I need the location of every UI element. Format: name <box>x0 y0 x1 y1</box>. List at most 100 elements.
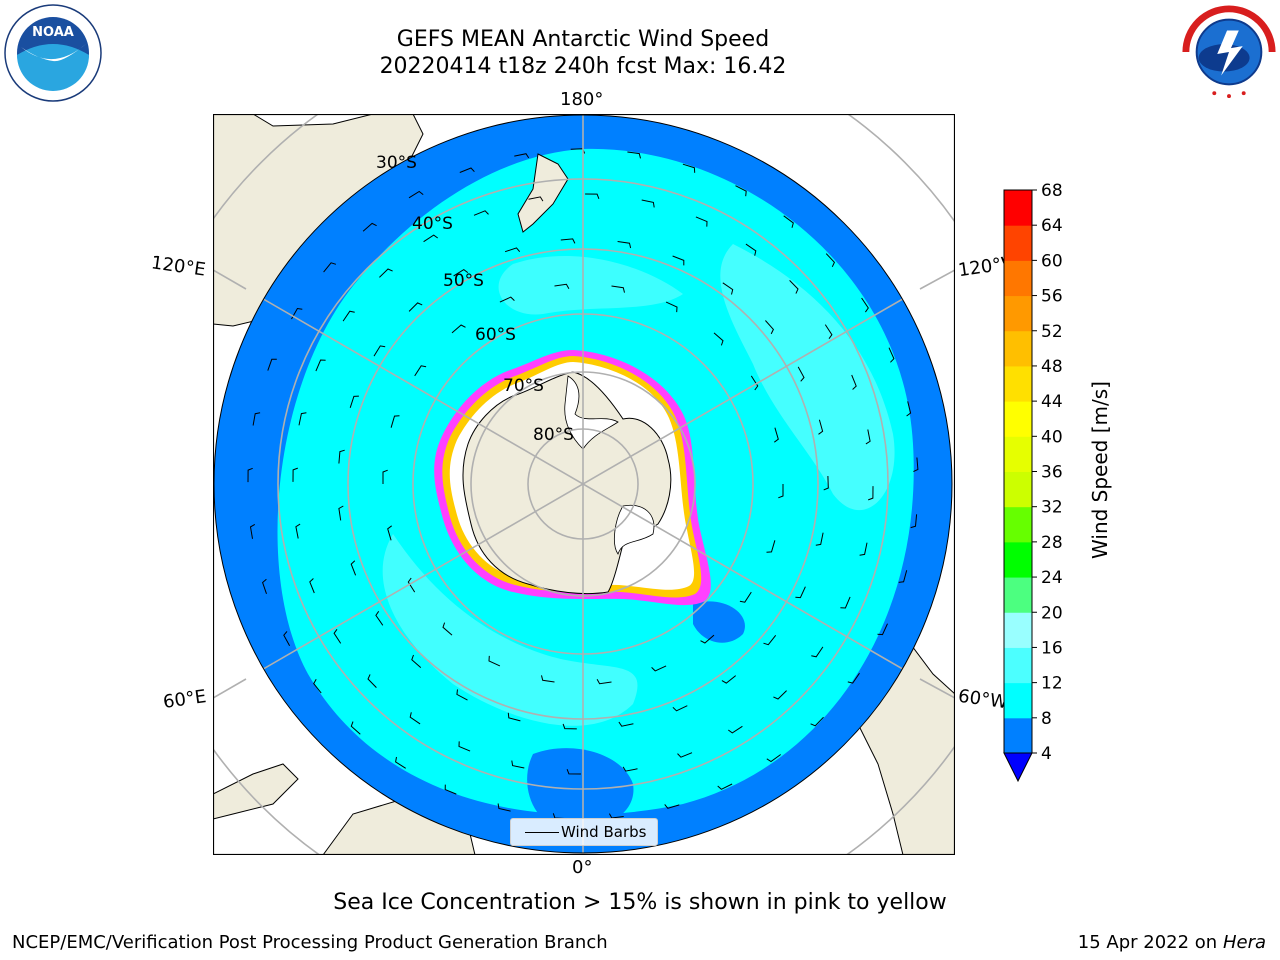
wind-barb <box>596 679 612 685</box>
footer-branch: NCEP/EMC/Verification Post Processing Pr… <box>12 932 608 953</box>
wind-barb <box>865 429 871 445</box>
wind-barb <box>309 578 315 594</box>
wind-barb <box>408 302 423 312</box>
colorbar-tick-label: 28 <box>1041 533 1063 553</box>
wind-barb <box>859 542 868 556</box>
wind-barb <box>695 216 708 227</box>
wind-barb <box>721 675 737 684</box>
wind-barb <box>459 167 475 173</box>
wind-barb <box>810 716 824 727</box>
wind-barb <box>497 803 511 812</box>
wind-barb <box>877 623 888 636</box>
wind-barb <box>456 689 468 701</box>
wind-barb <box>295 523 301 539</box>
wind-barb <box>562 723 577 730</box>
wind-barb <box>763 634 777 646</box>
wind-barb <box>375 611 384 626</box>
colorbar-segment <box>1004 647 1032 684</box>
legend-line-icon <box>525 832 559 833</box>
footer-host: Hera <box>1222 932 1266 953</box>
wind-barb <box>338 449 345 464</box>
wind-barb <box>560 238 576 244</box>
colorbar-segment <box>1004 401 1032 437</box>
nws-logo-icon <box>1181 4 1277 100</box>
weddell-ice-shelf <box>613 504 655 555</box>
lat-label-40s: 40°S <box>412 214 453 234</box>
wind-barb <box>778 484 784 499</box>
wind-barb <box>291 307 303 320</box>
wind-barb <box>423 234 438 243</box>
wind-barb <box>292 467 298 482</box>
wind-barb <box>722 282 734 295</box>
wind-barb <box>473 210 489 216</box>
wind-barb <box>672 255 685 266</box>
wind-barb <box>252 412 261 426</box>
colorbar-segment <box>1004 330 1032 367</box>
wind-barb <box>367 674 377 688</box>
wind-barb <box>390 415 400 428</box>
chart-subtitle: 20220414 t18z 240h fcst Max: 16.42 <box>379 54 787 79</box>
wind-barb <box>677 752 693 758</box>
colorbar-segment <box>1004 190 1032 226</box>
wind-barb <box>750 375 759 391</box>
colorbar-tick-label: 68 <box>1041 181 1063 201</box>
wind-barb <box>627 151 641 159</box>
wind-barb <box>713 332 724 346</box>
lat-label-30s: 30°S <box>376 153 417 173</box>
noaa-logo-text: NOAA <box>32 25 74 40</box>
wind-barb <box>824 324 833 339</box>
wind-barb <box>735 185 747 197</box>
wind-barb <box>765 320 774 335</box>
colorbar-tick-label: 24 <box>1041 568 1063 588</box>
colorbar-tick-label: 32 <box>1041 498 1063 518</box>
colorbar-tick-label: 40 <box>1041 427 1063 447</box>
wind-barb <box>861 297 869 313</box>
wind-band-12-16-a <box>720 244 895 511</box>
colorbar-segment <box>1004 260 1032 297</box>
graticule <box>214 115 952 853</box>
lat-label-70s: 70°S <box>503 376 544 396</box>
colorbar-segment <box>1004 295 1032 332</box>
colorbar-segment <box>1004 541 1032 578</box>
wind-barb <box>682 163 696 173</box>
colorbar-tick-label: 60 <box>1041 251 1063 271</box>
colorbar-segment <box>1004 612 1032 648</box>
wind-barb <box>362 222 377 232</box>
wind-barb <box>585 193 600 199</box>
wind-barb <box>745 243 757 256</box>
wind-barb <box>283 631 291 646</box>
wind-barb <box>795 586 806 599</box>
colorbar-segment <box>1004 225 1032 261</box>
wind-barb <box>488 655 501 667</box>
colorbar-tick-label: 48 <box>1041 357 1063 377</box>
wind-barb <box>247 467 253 483</box>
wind-barb <box>453 268 469 277</box>
polar-map: 30°S 40°S 50°S 60°S 70°S 80°S <box>213 114 955 855</box>
wind-barb <box>313 679 322 694</box>
wind-barb <box>315 359 326 372</box>
wind-barb <box>797 366 805 382</box>
wind-barb <box>444 784 457 795</box>
wind-barb <box>350 721 361 735</box>
wind-barb <box>407 577 416 593</box>
wind-barb <box>851 374 857 390</box>
wind-barb <box>528 196 544 202</box>
lat-label-60s: 60°S <box>475 325 516 345</box>
wind-barb <box>617 241 632 249</box>
wind-barb <box>541 675 555 683</box>
wind-barb <box>815 532 824 546</box>
wind-barb <box>298 412 307 426</box>
wind-barb <box>408 190 424 199</box>
wind-barb <box>728 725 743 734</box>
footer-date-text: 15 Apr 2022 on <box>1077 932 1223 953</box>
wind-barb <box>504 247 521 253</box>
colorbar-tick-label: 8 <box>1041 709 1052 729</box>
wind-barbs <box>247 148 919 820</box>
colorbar-under-triangle <box>1003 752 1033 783</box>
wind-barb <box>717 783 733 790</box>
wind-barb <box>395 756 406 769</box>
colorbar-tick-label: 20 <box>1041 603 1063 623</box>
colorbar-tick-label: 52 <box>1041 322 1063 342</box>
wind-barb <box>451 324 466 334</box>
